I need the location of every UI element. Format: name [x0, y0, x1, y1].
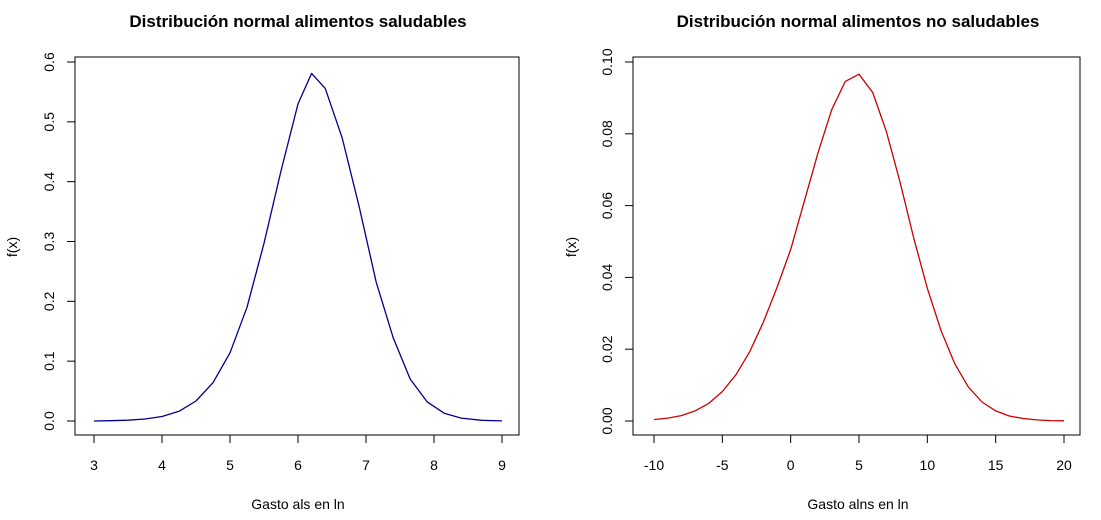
- x-tick-label: 7: [362, 457, 370, 473]
- x-tick-label: 0: [787, 457, 795, 473]
- y-tick-label: 0.6: [41, 52, 57, 72]
- plot-frame: [74, 56, 520, 436]
- y-tick-label: 0.10: [599, 48, 615, 75]
- x-tick-label: 8: [430, 457, 438, 473]
- y-axis-label: f(x): [563, 237, 579, 257]
- chart-title: Distribución normal alimentos saludables: [129, 12, 466, 31]
- y-axis: 0.00 0.02 0.04 0.06 0.08 0.10: [599, 48, 634, 435]
- x-tick-label: 5: [226, 457, 234, 473]
- y-axis-label: f(x): [4, 237, 20, 257]
- x-tick-label: 9: [498, 457, 506, 473]
- x-tick-label: 15: [988, 457, 1004, 473]
- y-tick-label: 0.08: [599, 120, 615, 147]
- x-tick-label: 3: [90, 457, 98, 473]
- y-tick-label: 0.5: [41, 112, 57, 132]
- y-tick-label: 0.4: [41, 172, 57, 192]
- y-tick-label: 0.00: [599, 407, 615, 434]
- y-tick-label: 0.1: [41, 351, 57, 371]
- y-axis: 0.0 0.1 0.2 0.3 0.4 0.5 0.6: [41, 52, 76, 431]
- x-tick-label: -10: [644, 457, 664, 473]
- y-tick-label: 0.04: [599, 264, 615, 291]
- chart-panel-unhealthy-foods: Distribución normal alimentos no saludab…: [563, 12, 1081, 512]
- y-tick-label: 0.0: [41, 411, 57, 431]
- x-axis-label: Gasto als en ln: [251, 496, 344, 512]
- x-tick-label: 6: [294, 457, 302, 473]
- x-tick-label: -5: [716, 457, 729, 473]
- x-axis: -10 -5 0 5 10 15 20: [644, 434, 1072, 473]
- y-tick-label: 0.2: [41, 291, 57, 311]
- x-tick-label: 20: [1056, 457, 1072, 473]
- x-tick-label: 4: [158, 457, 166, 473]
- x-tick-label: 5: [855, 457, 863, 473]
- density-curve: [93, 72, 503, 422]
- x-axis-label: Gasto alns en ln: [807, 496, 908, 512]
- x-tick-label: 10: [920, 457, 936, 473]
- plot-frame: [632, 56, 1081, 436]
- chart-title: Distribución normal alimentos no saludab…: [677, 12, 1040, 31]
- y-tick-label: 0.02: [599, 335, 615, 362]
- series-group: [93, 72, 503, 422]
- y-tick-label: 0.3: [41, 232, 57, 252]
- density-curve: [653, 73, 1065, 422]
- series-group: [653, 73, 1065, 422]
- x-axis: 3 4 5 6 7 8 9: [90, 434, 506, 473]
- chart-panel-healthy-foods: Distribución normal alimentos saludables…: [4, 12, 520, 512]
- y-tick-label: 0.06: [599, 192, 615, 219]
